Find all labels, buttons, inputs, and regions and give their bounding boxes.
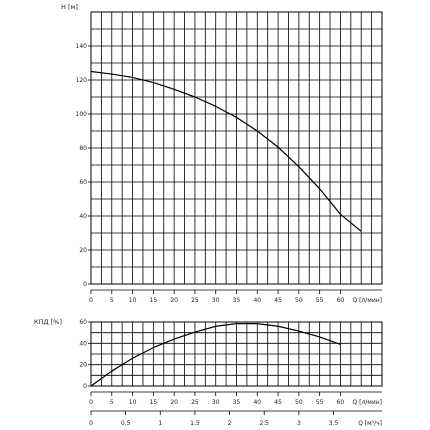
efficiency-x-tick-label: 0 [89,399,93,406]
efficiency-x-tick-label: 55 [316,399,324,406]
head-x-tick-label: 60 [337,297,345,304]
efficiency-x-tick-label: 15 [150,399,158,406]
efficiency-y-axis-label: КПД [%] [34,318,62,326]
head-x-tick-label: 20 [170,297,178,304]
head-x-tick-label: 50 [295,297,303,304]
efficiency-x-axis-label: Q [л/мин] [352,399,382,406]
head-x-tick-label: 40 [253,297,261,304]
head-x-tick-label: 45 [274,297,282,304]
efficiency-y-tick-label: 40 [79,340,87,347]
efficiency-x-tick-label: 35 [233,399,241,406]
secondary-x-tick-label: 0.5 [121,420,131,427]
secondary-x-tick-label: 3.5 [329,420,339,427]
secondary-x-tick-label: 3 [297,420,301,427]
head-x-axis-label: Q [л/мин] [352,297,382,304]
head-x-tick-label: 35 [233,297,241,304]
efficiency-x-tick-label: 45 [274,399,282,406]
efficiency-x-tick-label: 5 [110,399,114,406]
head-x-tick-label: 15 [150,297,158,304]
head-y-tick-label: 40 [79,213,87,220]
head-y-tick-label: 140 [76,43,88,50]
efficiency-y-tick-label: 60 [79,319,87,326]
head-y-tick-label: 60 [79,179,87,186]
head-y-tick-label: 80 [79,145,87,152]
secondary-x-tick-label: 0 [89,420,93,427]
head-y-axis-label: H [м] [61,3,78,11]
efficiency-x-tick-label: 40 [253,399,261,406]
head-y-tick-label: 100 [76,111,88,118]
head-x-tick-label: 55 [316,297,324,304]
efficiency-curve [90,323,341,387]
secondary-x-axis-label: Q [м³/ч] [358,420,382,427]
efficiency-y-tick-label: 0 [83,383,87,390]
secondary-x-tick-label: 1 [158,420,162,427]
head-y-tick-label: 120 [76,77,88,84]
efficiency-x-tick-label: 50 [295,399,303,406]
efficiency-x-tick-label: 60 [337,399,345,406]
efficiency-y-tick-label: 20 [79,362,87,369]
efficiency-x-tick-label: 10 [129,399,137,406]
efficiency-x-tick-label: 30 [212,399,220,406]
secondary-x-tick-label: 2 [228,420,232,427]
secondary-x-tick-label: 2.5 [259,420,269,427]
head-x-tick-label: 25 [191,297,199,304]
head-x-tick-label: 0 [89,297,93,304]
head-x-tick-label: 5 [110,297,114,304]
efficiency-x-tick-label: 20 [170,399,178,406]
efficiency-x-tick-label: 25 [191,399,199,406]
head-curve [90,70,362,232]
head-x-tick-label: 30 [212,297,220,304]
secondary-x-tick-label: 1.5 [190,420,200,427]
head-x-tick-label: 10 [129,297,137,304]
head-y-tick-label: 0 [83,281,87,288]
head-y-tick-label: 20 [79,247,87,254]
